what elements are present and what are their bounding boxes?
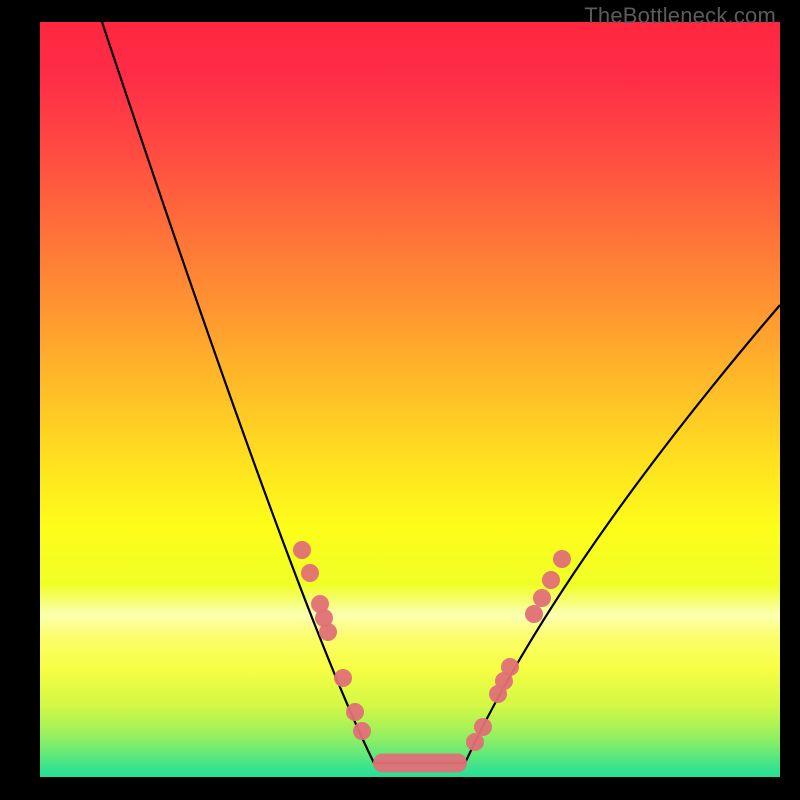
left-marker: [346, 703, 364, 721]
plot-area: [40, 22, 780, 777]
right-curve: [465, 305, 780, 763]
left-marker: [334, 669, 352, 687]
left-marker: [353, 722, 371, 740]
right-marker: [525, 605, 543, 623]
left-marker: [301, 564, 319, 582]
bottleneck-curves: [40, 22, 780, 777]
left-marker: [319, 623, 337, 641]
trough-pill: [373, 754, 467, 773]
right-marker: [542, 571, 560, 589]
left-marker: [293, 541, 311, 559]
right-marker: [533, 589, 551, 607]
right-marker: [474, 718, 492, 736]
stage: TheBottleneck.com: [0, 0, 800, 800]
watermark-text: TheBottleneck.com: [584, 3, 776, 29]
right-marker: [553, 550, 571, 568]
left-curve: [102, 22, 374, 763]
right-marker: [501, 658, 519, 676]
